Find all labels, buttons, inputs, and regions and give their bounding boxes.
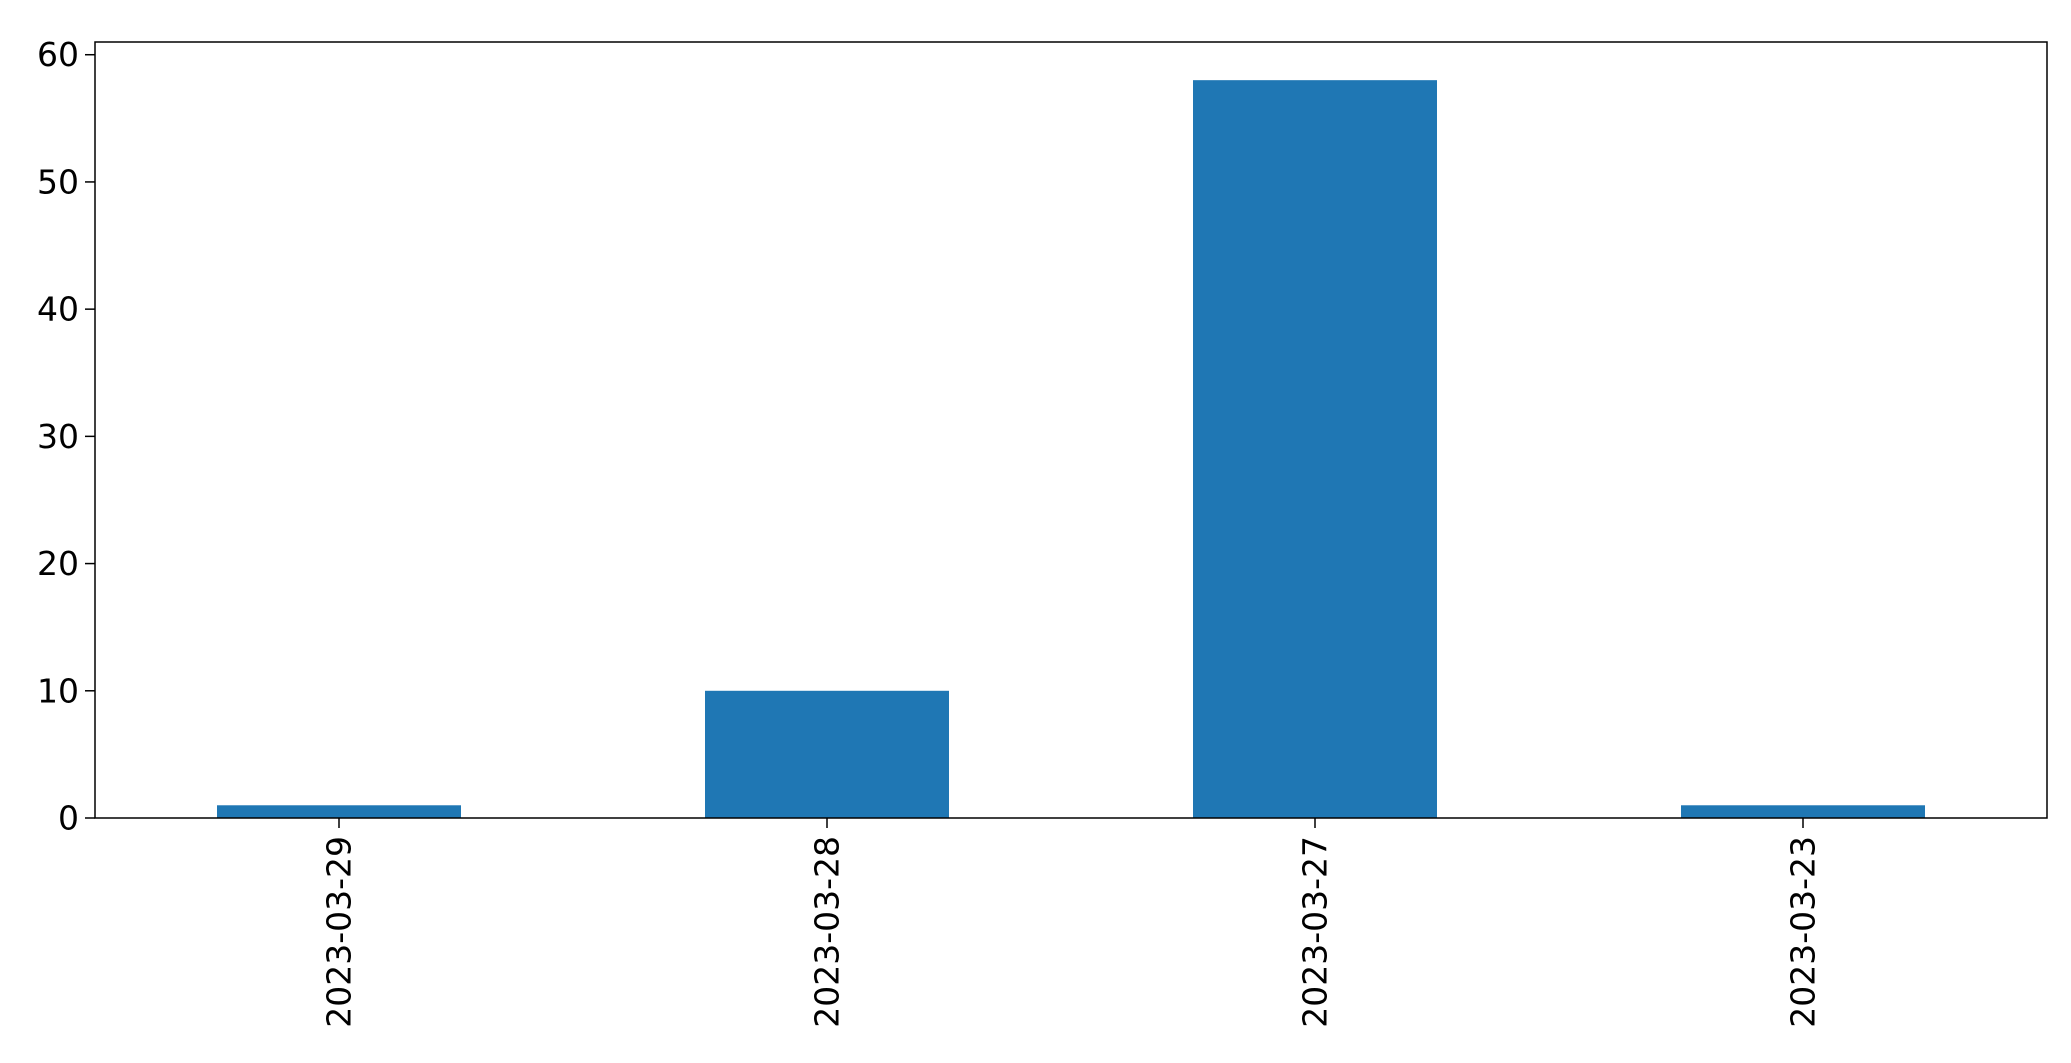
x-axis: 2023-03-29 2023-03-28 2023-03-27 2023-03-23: [320, 818, 1823, 1028]
y-tick-label: 0: [58, 799, 79, 838]
y-axis: 0 10 20 30 40 50 60: [37, 35, 95, 838]
y-tick-label: 40: [37, 290, 79, 329]
y-tick-label: 60: [37, 35, 79, 74]
plot-area-frame: [94, 41, 2048, 819]
bar-2023-03-27: [1193, 80, 1437, 818]
bar-2023-03-28: [705, 690, 949, 818]
bar-2023-03-29: [217, 805, 461, 818]
bar-2023-03-23: [1681, 805, 1925, 818]
x-tick-label: 2023-03-27: [1296, 836, 1335, 1028]
y-tick-label: 10: [37, 671, 79, 710]
x-tick-label: 2023-03-28: [808, 836, 847, 1028]
x-tick-label: 2023-03-29: [320, 836, 359, 1028]
y-tick-label: 50: [37, 162, 79, 201]
y-tick-label: 30: [37, 417, 79, 456]
bars-group: [217, 80, 1925, 818]
x-tick-label: 2023-03-23: [1784, 836, 1823, 1028]
y-tick-label: 20: [37, 544, 79, 583]
